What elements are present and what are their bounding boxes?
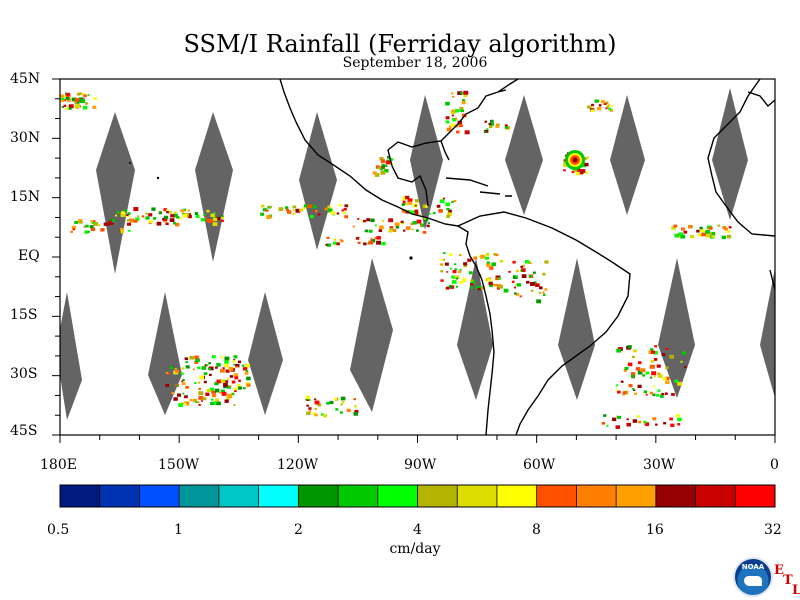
colorbar-swatch [655,485,697,507]
lon-label-60w: 60W [523,457,556,473]
colorbar-label-0-5: 0.5 [47,522,70,538]
colorbar-swatch [735,485,776,507]
colorbar-swatch [695,485,736,507]
lon-label-180e: 180E [40,457,77,473]
colorbar-swatch [338,485,379,507]
lat-label-15s: 15S [10,307,38,323]
colorbar-swatch [258,485,299,507]
lon-label-0: 0 [770,457,779,473]
lat-label-30s: 30S [10,366,38,382]
swath-gaps [60,88,775,420]
lon-label-90w: 90W [404,457,437,473]
colorbar-swatch [99,485,140,507]
colorbar [59,484,776,508]
colorbar-label-32: 32 [764,522,782,538]
island-dots [129,162,413,260]
lon-label-150w: 150W [158,457,200,473]
lat-label-45n: 45N [10,71,41,87]
colorbar-swatch [377,485,418,507]
etl-letter-e: E [774,563,784,578]
lon-label-30w: 30W [643,457,676,473]
colorbar-swatch [218,485,260,507]
lon-label-120w: 120W [277,457,319,473]
colorbar-swatch [536,485,577,507]
lat-label-30n: 30N [10,130,41,146]
colorbar-swatch [616,485,657,507]
colorbar-label-2: 2 [294,522,303,538]
colorbar-swatch [457,485,498,507]
chart-date: September 18, 2006 [342,55,488,71]
axis-ticks [52,78,776,443]
colorbar-label-16: 16 [646,522,664,538]
colorbar-swatch [496,485,538,507]
colorbar-swatch [179,485,220,507]
etl-letter-l: L [792,583,800,598]
lat-label-45s: 45S [10,423,38,439]
rainfall-patches [60,90,732,429]
colorbar-label-1: 1 [174,522,183,538]
chart-title: SSM/I Rainfall (Ferriday algorithm) [183,30,617,58]
colorbar-swatch [298,485,339,507]
lat-label-15n: 15N [10,189,41,205]
colorbar-label-4: 4 [413,522,422,538]
noaa-logo-text: NOAA [741,563,765,571]
noaa-logo: NOAA [733,557,773,597]
colorbar-swatch [139,485,180,507]
colorbar-swatch [417,485,458,507]
noaa-bird-icon [744,576,762,586]
lat-label-eq: EQ [18,248,40,264]
colorbar-swatch [576,485,617,507]
coastlines [279,79,775,435]
colorbar-label-8: 8 [532,522,541,538]
etl-letter-t: T [783,573,793,588]
colorbar-swatch [60,485,101,507]
colorbar-units: cm/day [389,541,441,557]
